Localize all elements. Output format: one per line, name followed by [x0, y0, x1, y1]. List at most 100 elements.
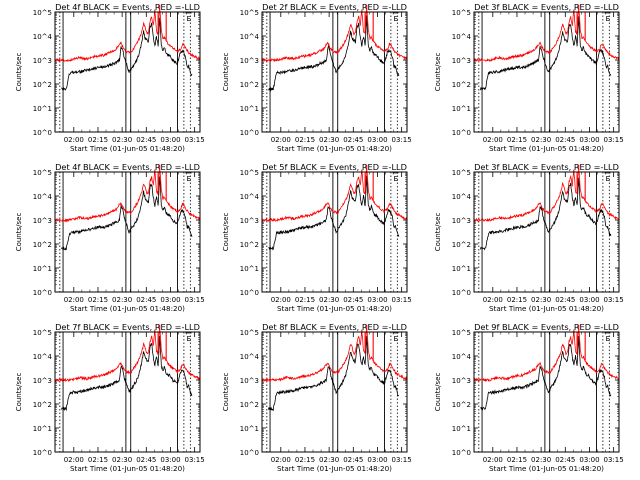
y-tick-label: 10^3 — [452, 377, 471, 385]
x-tick-label: 02:45 — [555, 456, 575, 464]
x-tick-label: 02:45 — [136, 296, 156, 304]
y-tick-label: 10^1 — [33, 105, 52, 113]
y-tick-label: 10^5 — [240, 169, 259, 177]
x-tick-label: 03:00 — [160, 136, 180, 144]
y-tick-label: 10^3 — [33, 377, 52, 385]
panel-title: Det 2f BLACK = Events, RED =-LLD — [262, 2, 407, 12]
x-tick-label: 03:15 — [604, 136, 624, 144]
panel-title: Det 4f BLACK = Events, RED =-LLD — [55, 2, 200, 12]
x-tick-label: 03:15 — [185, 296, 205, 304]
y-tick-label: 10^5 — [240, 9, 259, 17]
x-tick-label: 02:00 — [64, 456, 84, 464]
panel-title: Det 3f BLACK = Events, RED =-LLD — [474, 162, 619, 172]
series-line-lld — [261, 331, 408, 383]
y-tick-label: 10^3 — [240, 57, 259, 65]
plot-frame — [473, 331, 620, 453]
y-tick-label: 10^5 — [452, 329, 471, 337]
x-tick-label: 02:15 — [88, 296, 108, 304]
panel-title: Det 8f BLACK = Events, RED =-LLD — [262, 322, 407, 332]
panel-title: Det 4f BLACK = Events, RED =-LLD — [55, 162, 200, 172]
x-axis-label: Start Time (01-Jun-05 01:48:20) — [70, 144, 185, 153]
x-tick-label: 02:15 — [507, 296, 527, 304]
series-line-lld — [54, 11, 201, 62]
series-line-events — [268, 336, 399, 412]
x-tick-label: 02:45 — [136, 456, 156, 464]
y-axis-label: Counts/sec — [222, 373, 230, 412]
y-tick-label: 10^2 — [240, 241, 259, 249]
y-tick-label: 10^3 — [33, 217, 52, 225]
y-tick-label: 10^4 — [452, 193, 472, 201]
y-tick-label: 10^5 — [33, 329, 52, 337]
series-line-lld — [54, 331, 201, 383]
x-tick-label: 03:00 — [367, 296, 387, 304]
x-tick-label: 02:30 — [319, 296, 339, 304]
series-line-lld — [473, 171, 620, 223]
x-tick-label: 03:00 — [579, 296, 599, 304]
y-tick-label: 10^2 — [240, 81, 259, 89]
y-tick-label: 10^1 — [33, 265, 52, 273]
x-tick-label: 02:15 — [88, 456, 108, 464]
x-tick-label: 02:15 — [295, 296, 315, 304]
series-line-lld — [54, 170, 201, 223]
y-tick-label: 10^2 — [452, 81, 471, 89]
x-tick-label: 02:00 — [271, 136, 291, 144]
y-tick-label: 10^1 — [452, 265, 471, 273]
y-tick-label: 10^5 — [452, 169, 471, 177]
x-tick-label: 02:00 — [483, 136, 503, 144]
panel-title: Det 7f BLACK = Events, RED =-LLD — [55, 322, 200, 332]
y-tick-label: 10^1 — [240, 265, 259, 273]
y-tick-label: 10^3 — [452, 217, 471, 225]
y-axis-label: Counts/sec — [222, 53, 230, 92]
y-axis-label: Counts/sec — [434, 373, 442, 412]
y-axis-label: Counts/sec — [15, 213, 23, 252]
panel-title: Det 3f BLACK = Events, RED =-LLD — [474, 2, 619, 12]
y-tick-label: 10^3 — [452, 57, 471, 65]
y-axis-label: Counts/sec — [15, 373, 23, 412]
x-tick-label: 02:30 — [319, 456, 339, 464]
plot-frame — [261, 331, 408, 453]
y-axis-label: Counts/sec — [222, 213, 230, 252]
x-axis-label: Start Time (01-Jun-05 01:48:20) — [489, 304, 604, 313]
flag-label: E — [187, 15, 191, 23]
chart-panel-det-9f: Det 9f BLACK = Events, RED =-LLD Counts/s… — [434, 322, 624, 473]
y-tick-label: 10^0 — [452, 449, 471, 457]
series-line-events — [61, 176, 193, 251]
x-tick-label: 03:15 — [185, 136, 205, 144]
y-tick-label: 10^2 — [33, 401, 52, 409]
panel-title: Det 9f BLACK = Events, RED =-LLD — [474, 322, 619, 332]
y-tick-label: 10^4 — [240, 193, 260, 201]
y-tick-label: 10^4 — [240, 33, 260, 41]
x-tick-label: 02:45 — [555, 296, 575, 304]
x-tick-label: 03:15 — [185, 456, 205, 464]
flag-label: E — [394, 335, 398, 343]
chart-panel-det-8f: Det 8f BLACK = Events, RED =-LLD Counts/s… — [222, 322, 412, 473]
y-tick-label: 10^4 — [33, 193, 53, 201]
x-tick-label: 03:00 — [367, 456, 387, 464]
plot-frame — [54, 331, 201, 453]
y-tick-label: 10^5 — [33, 169, 52, 177]
x-tick-label: 02:45 — [343, 136, 363, 144]
y-tick-label: 10^4 — [33, 353, 53, 361]
series-line-events — [480, 336, 612, 411]
plot-frame — [261, 171, 408, 293]
y-tick-label: 10^3 — [240, 377, 259, 385]
y-tick-label: 10^3 — [240, 217, 259, 225]
y-tick-label: 10^1 — [452, 105, 471, 113]
chart-panel-det-3f-middle: Det 3f BLACK = Events, RED =-LLD Counts/s… — [434, 162, 624, 313]
series-line-lld — [473, 331, 620, 382]
plot-frame — [261, 11, 408, 133]
flag-label: E — [187, 335, 191, 343]
flag-label: E — [606, 335, 610, 343]
chart-panel-det-4f-middle: Det 4f BLACK = Events, RED =-LLD Counts/s… — [15, 162, 205, 313]
y-tick-label: 10^0 — [33, 129, 52, 137]
y-tick-label: 10^2 — [33, 241, 52, 249]
flag-label: E — [187, 175, 191, 183]
x-tick-label: 02:45 — [343, 456, 363, 464]
x-tick-label: 02:45 — [136, 136, 156, 144]
x-tick-label: 02:30 — [319, 136, 339, 144]
series-line-events — [480, 177, 612, 251]
series-line-events — [268, 15, 400, 92]
y-tick-label: 10^2 — [33, 81, 52, 89]
x-tick-label: 02:15 — [507, 456, 527, 464]
